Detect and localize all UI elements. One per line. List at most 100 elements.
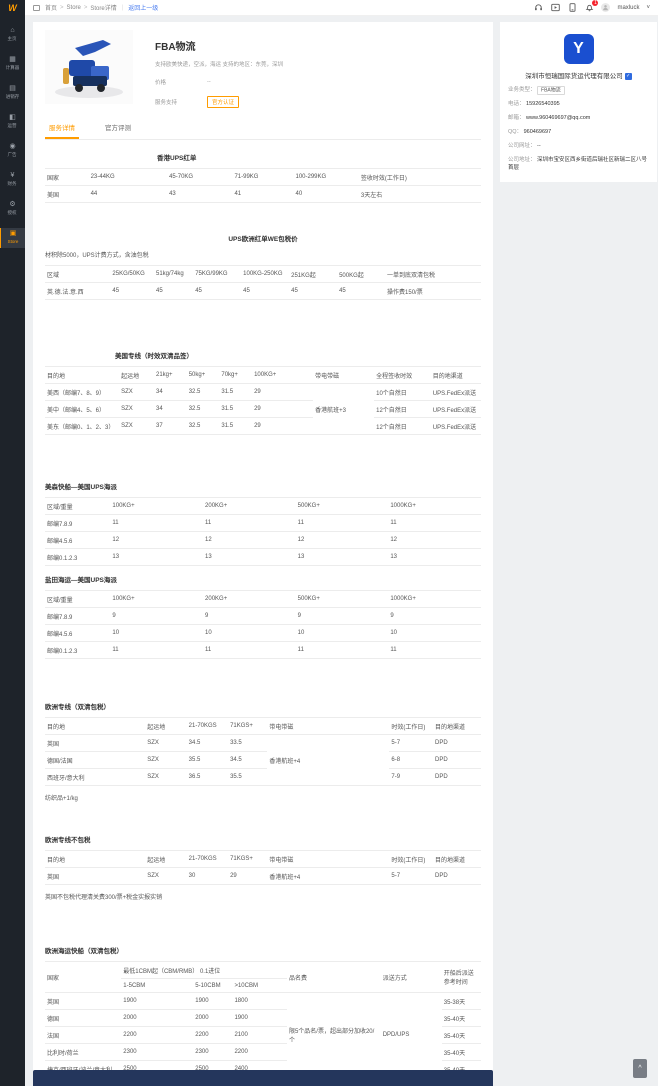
table-cell: 英.德.法.意.西: [45, 282, 111, 300]
tab-service-detail[interactable]: 服务详情: [45, 116, 79, 139]
header-cell: 71KGS+: [228, 850, 268, 868]
breadcrumb-store[interactable]: Store: [66, 4, 81, 11]
sidebar-item-label: 主页: [7, 36, 17, 42]
table-cell: 香港航班+4: [267, 734, 390, 786]
table-cell: 7-9: [389, 768, 433, 786]
header-cell: 100KG-250KG: [241, 265, 290, 283]
table-cell: 43: [167, 185, 233, 203]
mobile-app-icon[interactable]: [567, 3, 577, 13]
left-sidebar: W ⌂ 主页 ▦ 计算器 ▤ 进销存 ◧ 运营 ◉ 广告 ¥ 财务 ⚙ 授权 ▣…: [0, 0, 25, 1086]
table-cell: 12个自然日: [374, 417, 431, 435]
product-info: FBA物流 支持欧美快递，空派，海运 支持的地区：东莞，深圳 价格 -- 服务支…: [155, 30, 481, 108]
back-to-top-button[interactable]: ^: [633, 1059, 647, 1078]
table-cell: 29: [228, 867, 268, 885]
user-avatar[interactable]: [601, 3, 611, 12]
header-cell: 国家: [45, 961, 122, 993]
collapse-menu-icon[interactable]: [33, 4, 40, 11]
table-cell: 11: [388, 641, 481, 659]
header-cell: 目的地渠道: [433, 850, 481, 868]
section-eu-sea-taxed: 欧洲海运快船（双清包税） 国家 最低1CBM起（CBM/RMB） 0.1进位 品名费…: [45, 945, 481, 1086]
tab-official-review[interactable]: 官方评测: [105, 125, 131, 132]
sidebar-item-authorization[interactable]: ⚙ 授权: [0, 199, 25, 219]
table-cell: 限5个品名/票，超出部分加收20/个: [286, 992, 381, 1078]
header-cell: 21-70KGS: [186, 850, 229, 868]
table-cell: 29: [252, 417, 314, 435]
sidebar-item-home[interactable]: ⌂ 主页: [0, 25, 25, 45]
company-site-row: 公司网址： --: [508, 142, 649, 150]
video-tutorial-icon[interactable]: [550, 3, 560, 13]
app-logo[interactable]: W: [0, 0, 25, 16]
table-cell: 1800: [232, 992, 287, 1010]
table-cell: 10: [203, 624, 296, 642]
sidebar-item-store[interactable]: ▣ Store: [0, 228, 25, 248]
table-cell: SZX: [145, 751, 187, 769]
table-cell: SZX: [119, 417, 154, 435]
table-cell: 美中（邮编4、5、6）: [45, 400, 120, 418]
table-cell: 30: [186, 867, 229, 885]
bottom-action-bar[interactable]: [33, 1070, 493, 1086]
table-cell: 英国: [45, 992, 122, 1010]
breadcrumb-home[interactable]: 首页: [45, 6, 58, 12]
sidebar-item-finance[interactable]: ¥ 财务: [0, 170, 25, 190]
table-cell: 美国: [45, 185, 89, 203]
section-title: 欧洲专线不包税: [45, 837, 91, 844]
table-row: 西班牙/意大利 SZX 36.5 35.5 7-9 DPD: [45, 768, 481, 786]
rate-table: 国家 最低1CBM起（CBM/RMB） 0.1进位 品名费 派送方式 开船后派送参考时间…: [45, 961, 481, 1078]
header-cell: 开船后派送参考时间: [441, 961, 481, 993]
sidebar-item-inventory[interactable]: ▤ 进销存: [0, 83, 25, 103]
table-cell: 45: [337, 282, 386, 300]
support-headset-icon[interactable]: [533, 3, 543, 13]
table-cell: 12: [110, 531, 204, 549]
notification-bell-icon[interactable]: 1: [584, 0, 599, 13]
table-header-row: 区域/重量 100KG+ 200KG+ 500KG+ 1000KG+: [45, 590, 481, 608]
company-email-value: www.960469697@qq.com: [526, 115, 591, 121]
table-cell: 德国: [45, 1009, 122, 1027]
sidebar-item-operations[interactable]: ◧ 运营: [0, 112, 25, 132]
company-logo: Y: [563, 34, 594, 64]
table-cell: 6-8: [389, 751, 433, 769]
table-cell: 31.5: [219, 400, 253, 418]
header-cell: 目的地: [45, 366, 120, 384]
support-label: 服务支持: [155, 100, 178, 106]
page-title: FBA物流: [155, 42, 196, 53]
rate-table: 区域/重量 100KG+ 200KG+ 500KG+ 1000KG+ 邮编7.8.9 9 9 9…: [45, 590, 481, 659]
table-cell: 34.5: [186, 734, 229, 752]
table-cell: 操作费150/票: [385, 282, 481, 300]
section-matson-sea: 美森快船—美国UPS海派 区域/重量 100KG+ 200KG+ 500KG+ 1000…: [45, 481, 481, 566]
table-cell: 11: [295, 641, 389, 659]
chevron-down-icon[interactable]: ˅: [646, 4, 650, 11]
header-cell: 起运地: [145, 850, 187, 868]
table-cell: 德国/法国: [45, 751, 146, 769]
table-row: 美东（邮编0、1、2、3） SZX 37 32.5 31.5 29 12个自然日 UPS.Fe…: [45, 417, 481, 435]
table-cell: 11: [110, 514, 204, 532]
table-cell: 33.5: [228, 734, 268, 752]
section-note: 英国不包税代理清关费300/票+税金实报实销: [45, 895, 163, 901]
official-cert-badge: 官方认证: [207, 96, 240, 108]
table-row: 邮编0.1.2.3 11 11 11 11: [45, 641, 481, 659]
company-address-label: 公司地址：: [508, 157, 536, 163]
header-cell: 51kg/74kg: [153, 265, 194, 283]
company-address-value: 深圳市宝安区西乡街道后瑞社区新瑞二区八号首层: [508, 157, 648, 171]
sidebar-item-calculator[interactable]: ▦ 计算器: [0, 54, 25, 74]
table-cell: 10: [110, 624, 204, 642]
table-cell: 2300: [121, 1043, 194, 1061]
table-cell: 5-7: [389, 867, 433, 885]
header-cell: 21kg+: [154, 366, 187, 384]
rate-table: 目的地 起运地 21-70KGS 71KGS+ 带电带磁 时效(工作日) 目的地渠道 英国 SZ…: [45, 717, 481, 786]
sidebar-item-label: 运营: [7, 123, 17, 129]
sidebar-item-ads[interactable]: ◉ 广告: [0, 141, 25, 161]
table-row: 德国/法国 SZX 35.5 34.5 6-8 DPD: [45, 751, 481, 769]
breadcrumb-store-detail: Store详情: [90, 6, 117, 12]
section-eu-express-untaxed: 欧洲专线不包税 目的地 起运地 21-70KGS 71KGS+ 带电带磁 时效(工作日) 目…: [45, 834, 481, 901]
company-phone-row: 电话： 15926540395: [508, 100, 649, 108]
header-cell: 起运地: [145, 717, 187, 735]
table-cell: 比利时/荷兰: [45, 1043, 122, 1061]
sidebar-item-label: 授权: [7, 210, 17, 216]
username[interactable]: maxluck: [617, 4, 640, 11]
sidebar-item-label: 计算器: [5, 65, 20, 71]
table-header-row: 国家 23-44KG 45-70KG 71-99KG 100-299KG 签收时效(工作日…: [45, 168, 481, 186]
table-cell: 37: [154, 417, 187, 435]
table-cell: 40: [293, 185, 359, 203]
back-link[interactable]: 返回上一级: [128, 6, 159, 12]
detail-tabs: 服务详情 官方评测: [45, 116, 481, 140]
